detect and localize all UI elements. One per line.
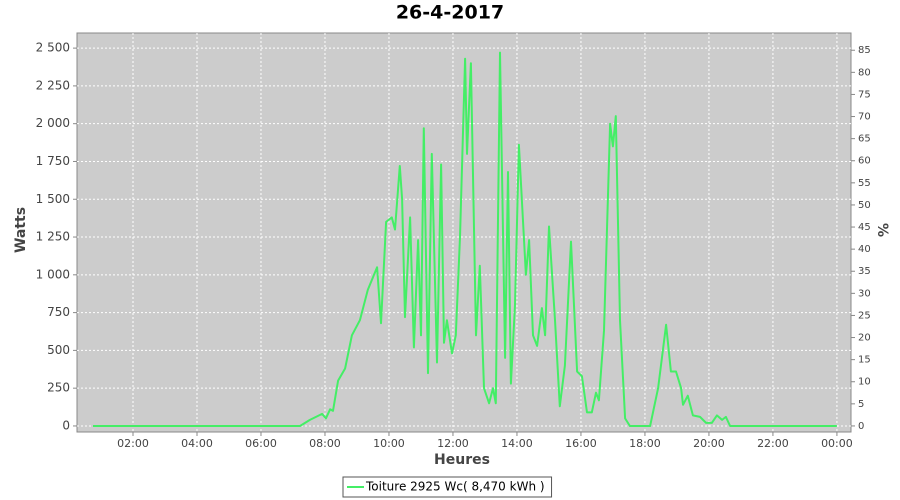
x-tick-label: 22:00 bbox=[757, 437, 789, 450]
y-tick-label: 1 000 bbox=[36, 267, 70, 281]
legend-label: Toiture 2925 Wc( 8,470 kWh ) bbox=[365, 480, 545, 494]
x-tick-label: 14:00 bbox=[501, 437, 533, 450]
y2-tick-label: 65 bbox=[858, 134, 871, 145]
x-tick-label: 20:00 bbox=[693, 437, 725, 450]
y-tick-label: 0 bbox=[62, 418, 70, 432]
y2-tick-label: 85 bbox=[858, 45, 871, 56]
x-axis-title: Heures bbox=[434, 452, 490, 468]
x-tick-label: 00:00 bbox=[821, 437, 853, 450]
y2-tick-label: 75 bbox=[858, 89, 871, 100]
legend: Toiture 2925 Wc( 8,470 kWh ) bbox=[342, 476, 553, 498]
y2-tick-label: 5 bbox=[858, 399, 864, 410]
x-tick-label: 04:00 bbox=[181, 437, 213, 450]
x-tick-label: 10:00 bbox=[373, 437, 405, 450]
x-tick-label: 16:00 bbox=[565, 437, 597, 450]
y-tick-label: 1 250 bbox=[36, 230, 70, 244]
y-tick-label: 750 bbox=[47, 305, 70, 319]
y2-tick-label: 20 bbox=[858, 333, 871, 344]
data-line bbox=[93, 51, 837, 427]
y-tick-label: 1 500 bbox=[36, 192, 70, 206]
x-tick-label: 08:00 bbox=[309, 437, 341, 450]
y-axis-title: Watts bbox=[13, 207, 29, 253]
y-tick-label: 500 bbox=[47, 343, 70, 357]
y-tick-label: 1 750 bbox=[36, 154, 70, 168]
y2-tick-label: 30 bbox=[858, 288, 871, 299]
y2-tick-label: 45 bbox=[858, 222, 871, 233]
y2-tick-label: 15 bbox=[858, 355, 871, 366]
y2-tick-label: 40 bbox=[858, 244, 871, 255]
x-tick-label: 18:00 bbox=[629, 437, 661, 450]
y2-tick-label: 80 bbox=[858, 67, 871, 78]
y-tick-label: 2 250 bbox=[36, 78, 70, 92]
y-tick-label: 2 500 bbox=[36, 41, 70, 55]
y2-tick-label: 70 bbox=[858, 112, 871, 123]
chart-title: 26-4-2017 bbox=[396, 2, 504, 24]
y2-axis-title: % bbox=[874, 223, 890, 237]
legend-box bbox=[342, 476, 553, 498]
x-tick-label: 02:00 bbox=[117, 437, 149, 450]
y2-tick-label: 0 bbox=[858, 421, 864, 432]
y2-tick-label: 60 bbox=[858, 156, 871, 167]
y2-tick-label: 35 bbox=[858, 266, 871, 277]
y2-tick-label: 50 bbox=[858, 200, 871, 211]
y-tick-label: 250 bbox=[47, 381, 70, 395]
y2-tick-label: 10 bbox=[858, 377, 871, 388]
y-tick-label: 2 000 bbox=[36, 116, 70, 130]
x-tick-label: 12:00 bbox=[437, 437, 469, 450]
y2-tick-label: 25 bbox=[858, 310, 871, 321]
y2-tick-label: 55 bbox=[858, 178, 871, 189]
x-tick-label: 06:00 bbox=[245, 437, 277, 450]
